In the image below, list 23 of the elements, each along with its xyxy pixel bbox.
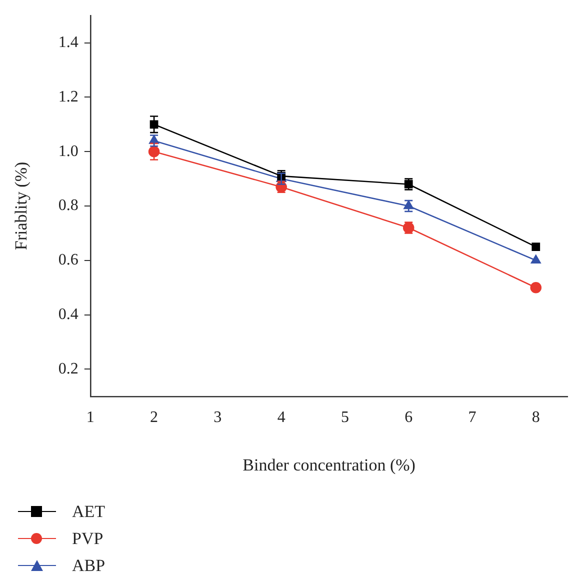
legend-label: ABP xyxy=(72,556,106,573)
y-tick-label: 0.2 xyxy=(58,360,78,378)
legend-label: PVP xyxy=(72,528,104,548)
y-tick-label: 0.4 xyxy=(58,306,78,324)
x-axis-title: Binder concentration (%) xyxy=(242,455,416,474)
point xyxy=(530,254,541,264)
x-tick-label: 2 xyxy=(150,409,158,426)
y-tick-label: 0.6 xyxy=(58,252,78,269)
x-tick-label: 7 xyxy=(468,409,476,426)
y-tick-label: 0.8 xyxy=(58,197,78,214)
y-tick-label: 1.4 xyxy=(58,34,78,52)
x-tick-label: 6 xyxy=(404,409,413,426)
point xyxy=(532,242,540,251)
y-tick-label: 1.2 xyxy=(58,88,78,106)
point xyxy=(530,282,542,294)
legend-label: AET xyxy=(72,502,106,522)
x-tick-label: 8 xyxy=(532,409,540,426)
x-tick-label: 1 xyxy=(86,409,94,426)
x-tick-label: 3 xyxy=(214,409,222,426)
x-tick-label: 4 xyxy=(277,409,286,426)
y-axis-title: Friablity (%) xyxy=(12,162,31,250)
y-tick-label: 1.0 xyxy=(58,142,78,160)
x-tick-label: 5 xyxy=(340,409,349,426)
